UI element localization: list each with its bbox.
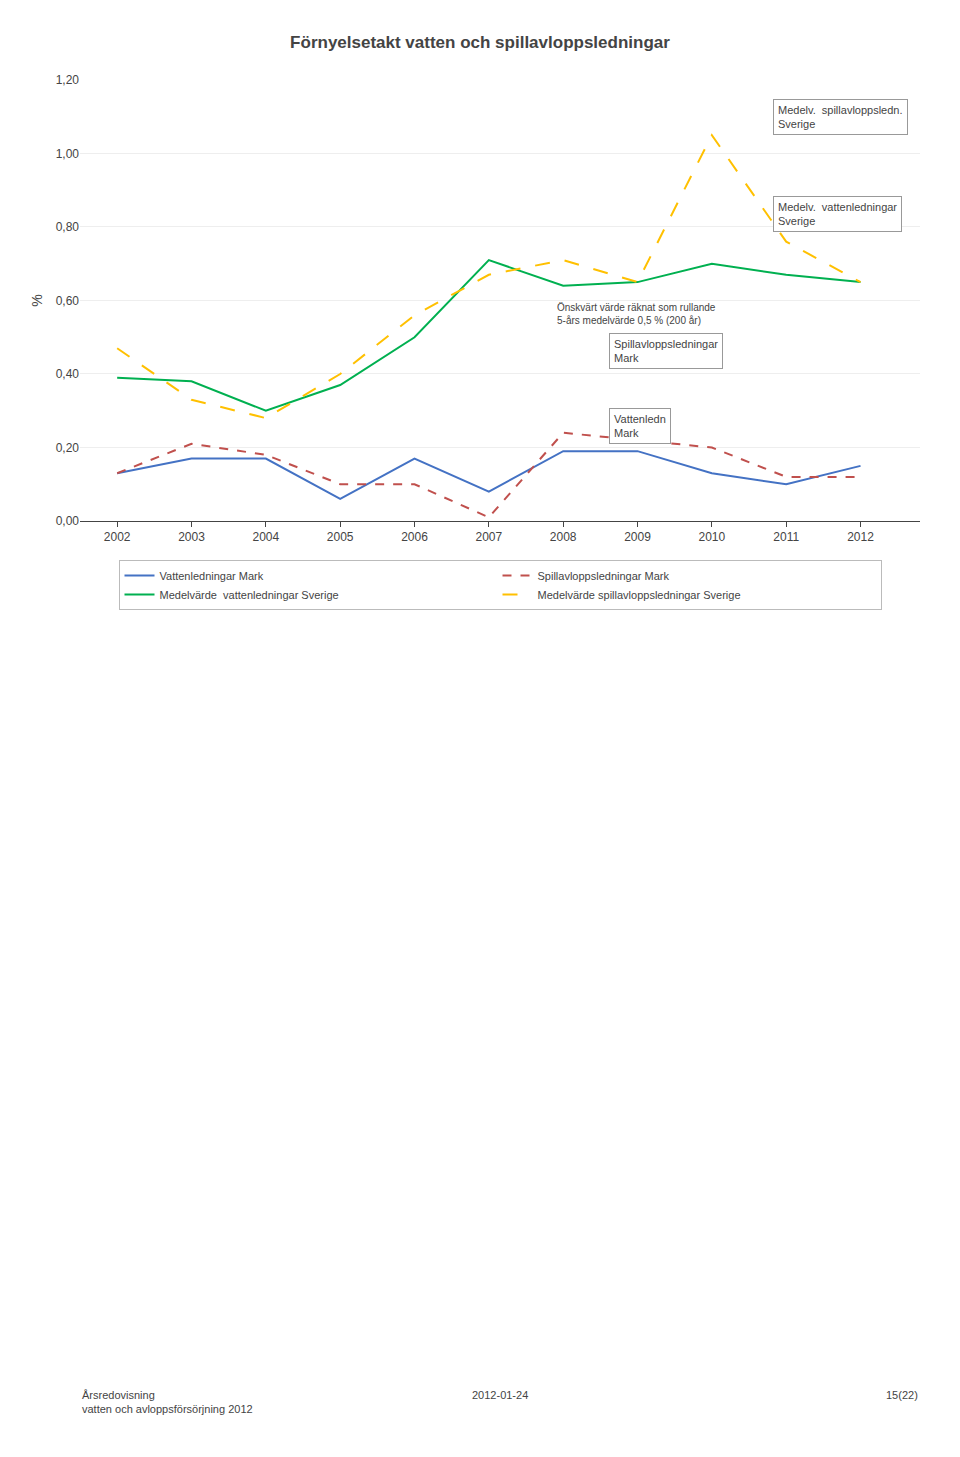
- svg-text:2002: 2002: [104, 530, 131, 544]
- svg-text:2004: 2004: [252, 530, 279, 544]
- svg-text:2010: 2010: [699, 530, 726, 544]
- svg-text:SpillavloppsledningarMark: SpillavloppsledningarMark: [614, 338, 718, 364]
- svg-text:2007: 2007: [475, 530, 502, 544]
- svg-text:2008: 2008: [550, 530, 577, 544]
- svg-text:2003: 2003: [178, 530, 205, 544]
- svg-text:0,20: 0,20: [56, 441, 80, 455]
- svg-text:Spillavloppsledningar Mark: Spillavloppsledningar Mark: [538, 570, 670, 582]
- svg-text:Årsredovisningvatten och avlop: Årsredovisningvatten och avloppsförsörjn…: [82, 1389, 253, 1415]
- svg-text:15(22): 15(22): [886, 1389, 918, 1401]
- svg-text:Medelvärde spillavloppsledning: Medelvärde spillavloppsledningar Sverige: [538, 589, 741, 601]
- svg-text:1,20: 1,20: [56, 73, 80, 87]
- svg-text:2012: 2012: [847, 530, 874, 544]
- svg-text:Önskvärt värde räknat som rull: Önskvärt värde räknat som rullande5-års …: [557, 302, 716, 326]
- svg-text:%: %: [29, 294, 45, 306]
- svg-text:2006: 2006: [401, 530, 428, 544]
- svg-text:0,00: 0,00: [56, 514, 80, 528]
- svg-text:Medelvärde vattenledningar Sv: Medelvärde vattenledningar Sverige: [160, 589, 339, 601]
- svg-text:1,00: 1,00: [56, 147, 80, 161]
- svg-text:Medelv. spillavloppsledn.Sver: Medelv. spillavloppsledn.Sverige: [778, 104, 903, 130]
- svg-text:0,40: 0,40: [56, 367, 80, 381]
- svg-text:Förnyelsetakt vatten och spill: Förnyelsetakt vatten och spillavloppsled…: [290, 33, 670, 52]
- svg-text:0,60: 0,60: [56, 294, 80, 308]
- svg-text:0,80: 0,80: [56, 220, 80, 234]
- svg-text:2011: 2011: [773, 530, 799, 544]
- svg-text:VattenlednMark: VattenlednMark: [614, 413, 666, 439]
- svg-text:2012-01-24: 2012-01-24: [472, 1389, 528, 1401]
- svg-text:2005: 2005: [327, 530, 354, 544]
- svg-text:Medelv. vattenledningarSverig: Medelv. vattenledningarSverige: [778, 201, 897, 227]
- svg-text:2009: 2009: [624, 530, 651, 544]
- svg-text:Vattenledningar Mark: Vattenledningar Mark: [160, 570, 264, 582]
